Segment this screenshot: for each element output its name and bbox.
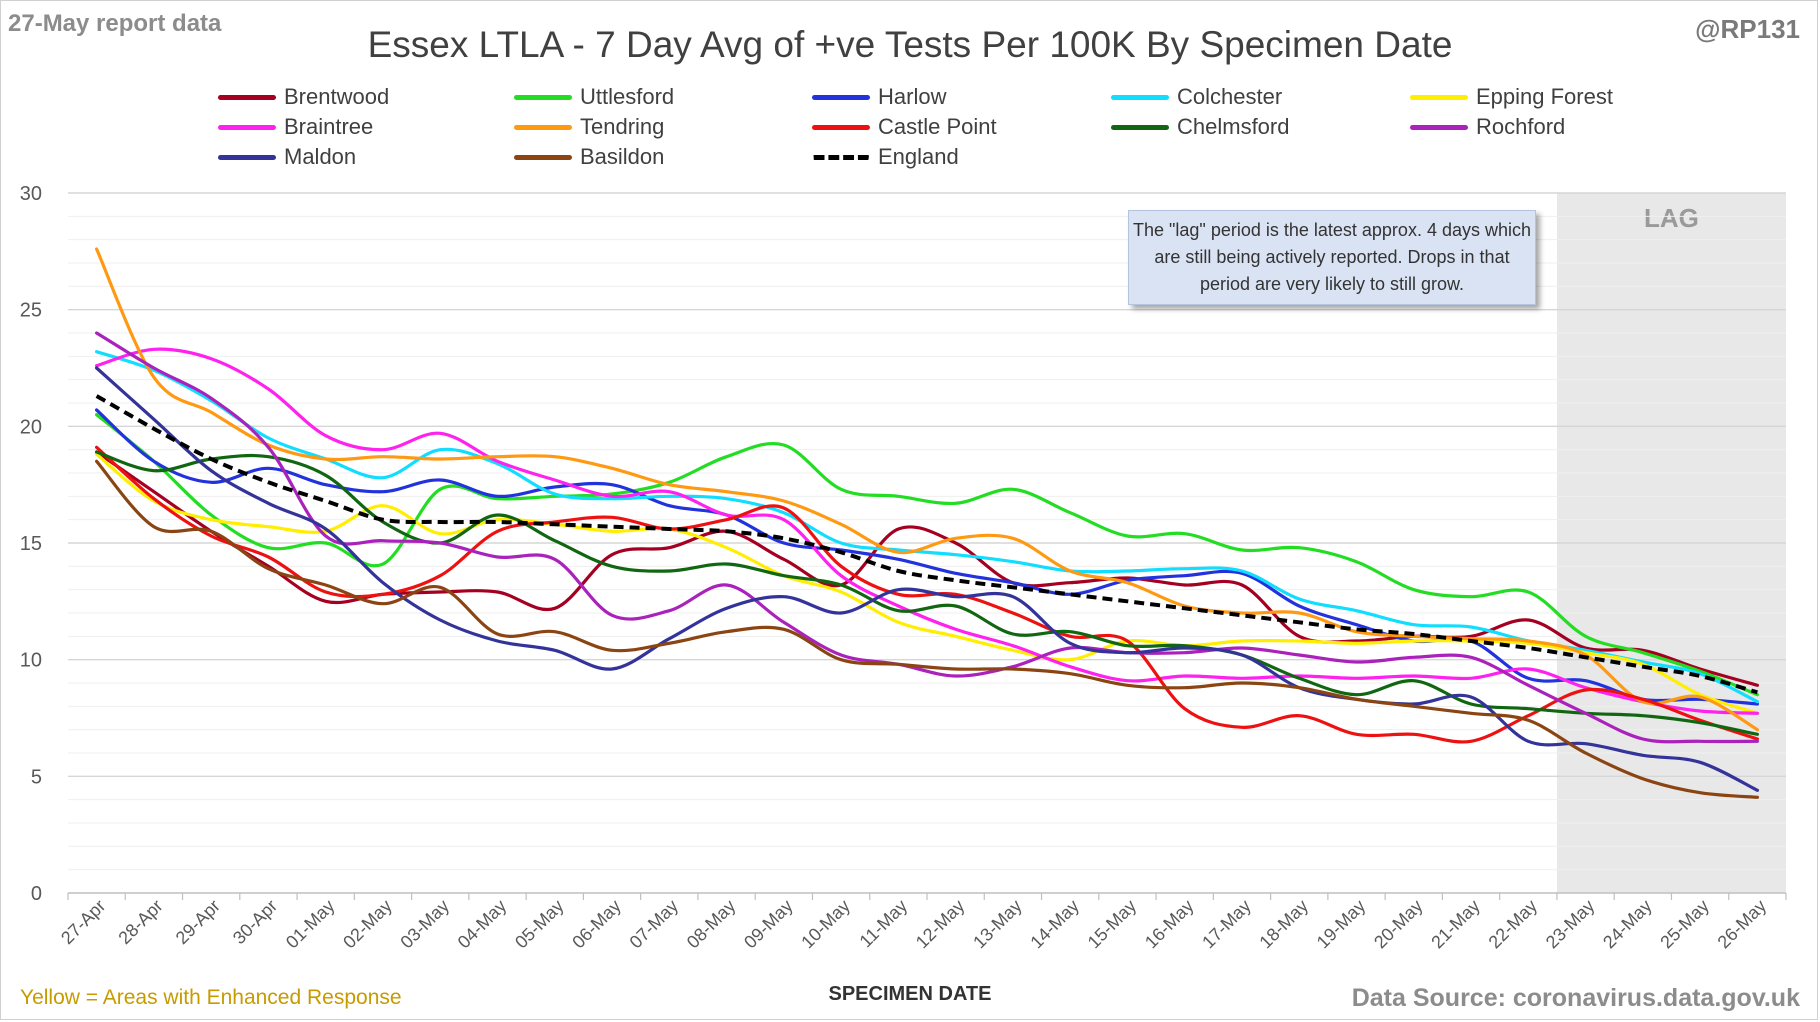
x-tick-label: 16-May [1141,896,1198,953]
legend-swatch [514,94,572,100]
legend-label: Basildon [580,144,665,169]
legend-swatch [1111,124,1169,130]
legend-swatch [218,124,276,130]
lag-annotation: The "lag" period is the latest approx. 4… [1128,210,1536,305]
x-tick-label: 29-Apr [172,896,224,948]
y-tick-label: 20 [20,416,42,438]
x-tick-label: 07-May [626,896,683,953]
y-tick-label: 15 [20,533,42,555]
legend-label: England [878,144,959,169]
y-tick-label: 0 [31,883,42,905]
legend-label: Epping Forest [1476,84,1613,109]
x-tick-label: 09-May [740,896,797,953]
x-tick-label: 10-May [797,896,854,953]
legend-swatch [1111,94,1169,100]
series-line-tendring [95,247,1759,732]
series-line-braintree [95,347,1759,715]
legend-label: Harlow [878,84,947,109]
y-tick-label: 5 [31,766,42,788]
author-handle: @RP131 [1695,14,1800,44]
x-axis-title: SPECIMEN DATE [828,983,992,1005]
chart-legend: Brentwood Uttlesford Harlow Colchester Eppin… [0,82,1820,178]
x-tick-label: 12-May [912,896,969,953]
legend-swatch [812,94,870,100]
legend-entry-harlow: Harlow [812,82,946,112]
legend-label: Tendring [580,114,665,139]
lag-label: LAG [1644,203,1699,233]
x-tick-label: 20-May [1370,896,1427,953]
x-tick-label: 08-May [683,896,740,953]
legend-entry-rochford: Rochford [1410,112,1565,142]
x-tick-label: 28-Apr [114,896,166,948]
legend-swatch [1410,94,1468,100]
y-tick-label: 25 [20,300,42,322]
x-tick-label: 14-May [1026,896,1083,953]
legend-entry-castle-point: Castle Point [812,112,997,142]
x-tick-label: 02-May [339,896,396,953]
legend-swatch [1410,124,1468,130]
legend-entry-uttlesford: Uttlesford [514,82,674,112]
x-tick-label: 27-Apr [57,896,109,948]
x-tick-label: 11-May [856,896,912,952]
x-tick-label: 06-May [568,896,625,953]
legend-label: Colchester [1177,84,1283,109]
legend-entry-brentwood: Brentwood [218,82,389,112]
legend-swatch [812,154,870,160]
x-tick-label: 30-Apr [229,896,281,948]
x-tick-label: 25-May [1656,896,1713,953]
data-source-note: Data Source: coronavirus.data.gov.uk [1351,984,1800,1012]
legend-entry-maldon: Maldon [218,142,356,172]
y-tick-label: 30 [20,183,42,205]
x-tick-label: 03-May [396,896,453,953]
x-tick-label: 19-May [1313,896,1370,953]
legend-entry-colchester: Colchester [1111,82,1282,112]
series-line-rochford [95,331,1759,744]
legend-entry-epping-forest: Epping Forest [1410,82,1613,112]
x-tick-label: 21-May [1427,896,1484,953]
series-line-england [95,394,1758,695]
legend-entry-tendring: Tendring [514,112,664,142]
legend-entry-braintree: Braintree [218,112,373,142]
x-tick-label: 01-May [282,896,339,953]
legend-label: Chelmsford [1177,114,1290,139]
legend-swatch [514,124,572,130]
legend-entry-england: England [812,142,959,172]
series-line-castle-point [95,445,1759,744]
legend-label: Rochford [1476,114,1566,139]
y-tick-label: 10 [20,650,42,672]
legend-swatch [218,154,276,160]
x-tick-label: 13-May [969,896,1026,953]
report-date-label: 27-May report data [8,10,222,37]
legend-label: Braintree [284,114,374,139]
x-tick-label: 17-May [1198,896,1255,953]
legend-label: Brentwood [284,84,390,109]
legend-swatch [218,94,276,100]
series-line-basildon [95,459,1759,799]
legend-swatch [812,124,870,130]
x-tick-label: 04-May [454,896,511,953]
x-tick-label: 18-May [1255,896,1312,953]
x-tick-label: 26-May [1714,896,1771,953]
legend-label: Castle Point [878,114,997,139]
x-tick-label: 24-May [1599,896,1656,953]
legend-swatch [514,154,572,160]
chart-title: Essex LTLA - 7 Day Avg of +ve Tests Per … [367,24,1453,65]
series-line-maldon [95,366,1759,792]
legend-entry-basildon: Basildon [514,142,664,172]
enhanced-response-note: Yellow = Areas with Enhanced Response [20,986,402,1009]
x-tick-label: 15-May [1084,896,1141,953]
x-tick-label: 05-May [511,896,568,953]
legend-label: Maldon [284,144,357,169]
x-tick-label: 23-May [1542,896,1599,953]
legend-label: Uttlesford [580,84,675,109]
x-tick-label: 22-May [1485,896,1542,953]
series-line-uttlesford [95,413,1759,697]
legend-entry-chelmsford: Chelmsford [1111,112,1289,142]
series-line-colchester [95,350,1759,704]
